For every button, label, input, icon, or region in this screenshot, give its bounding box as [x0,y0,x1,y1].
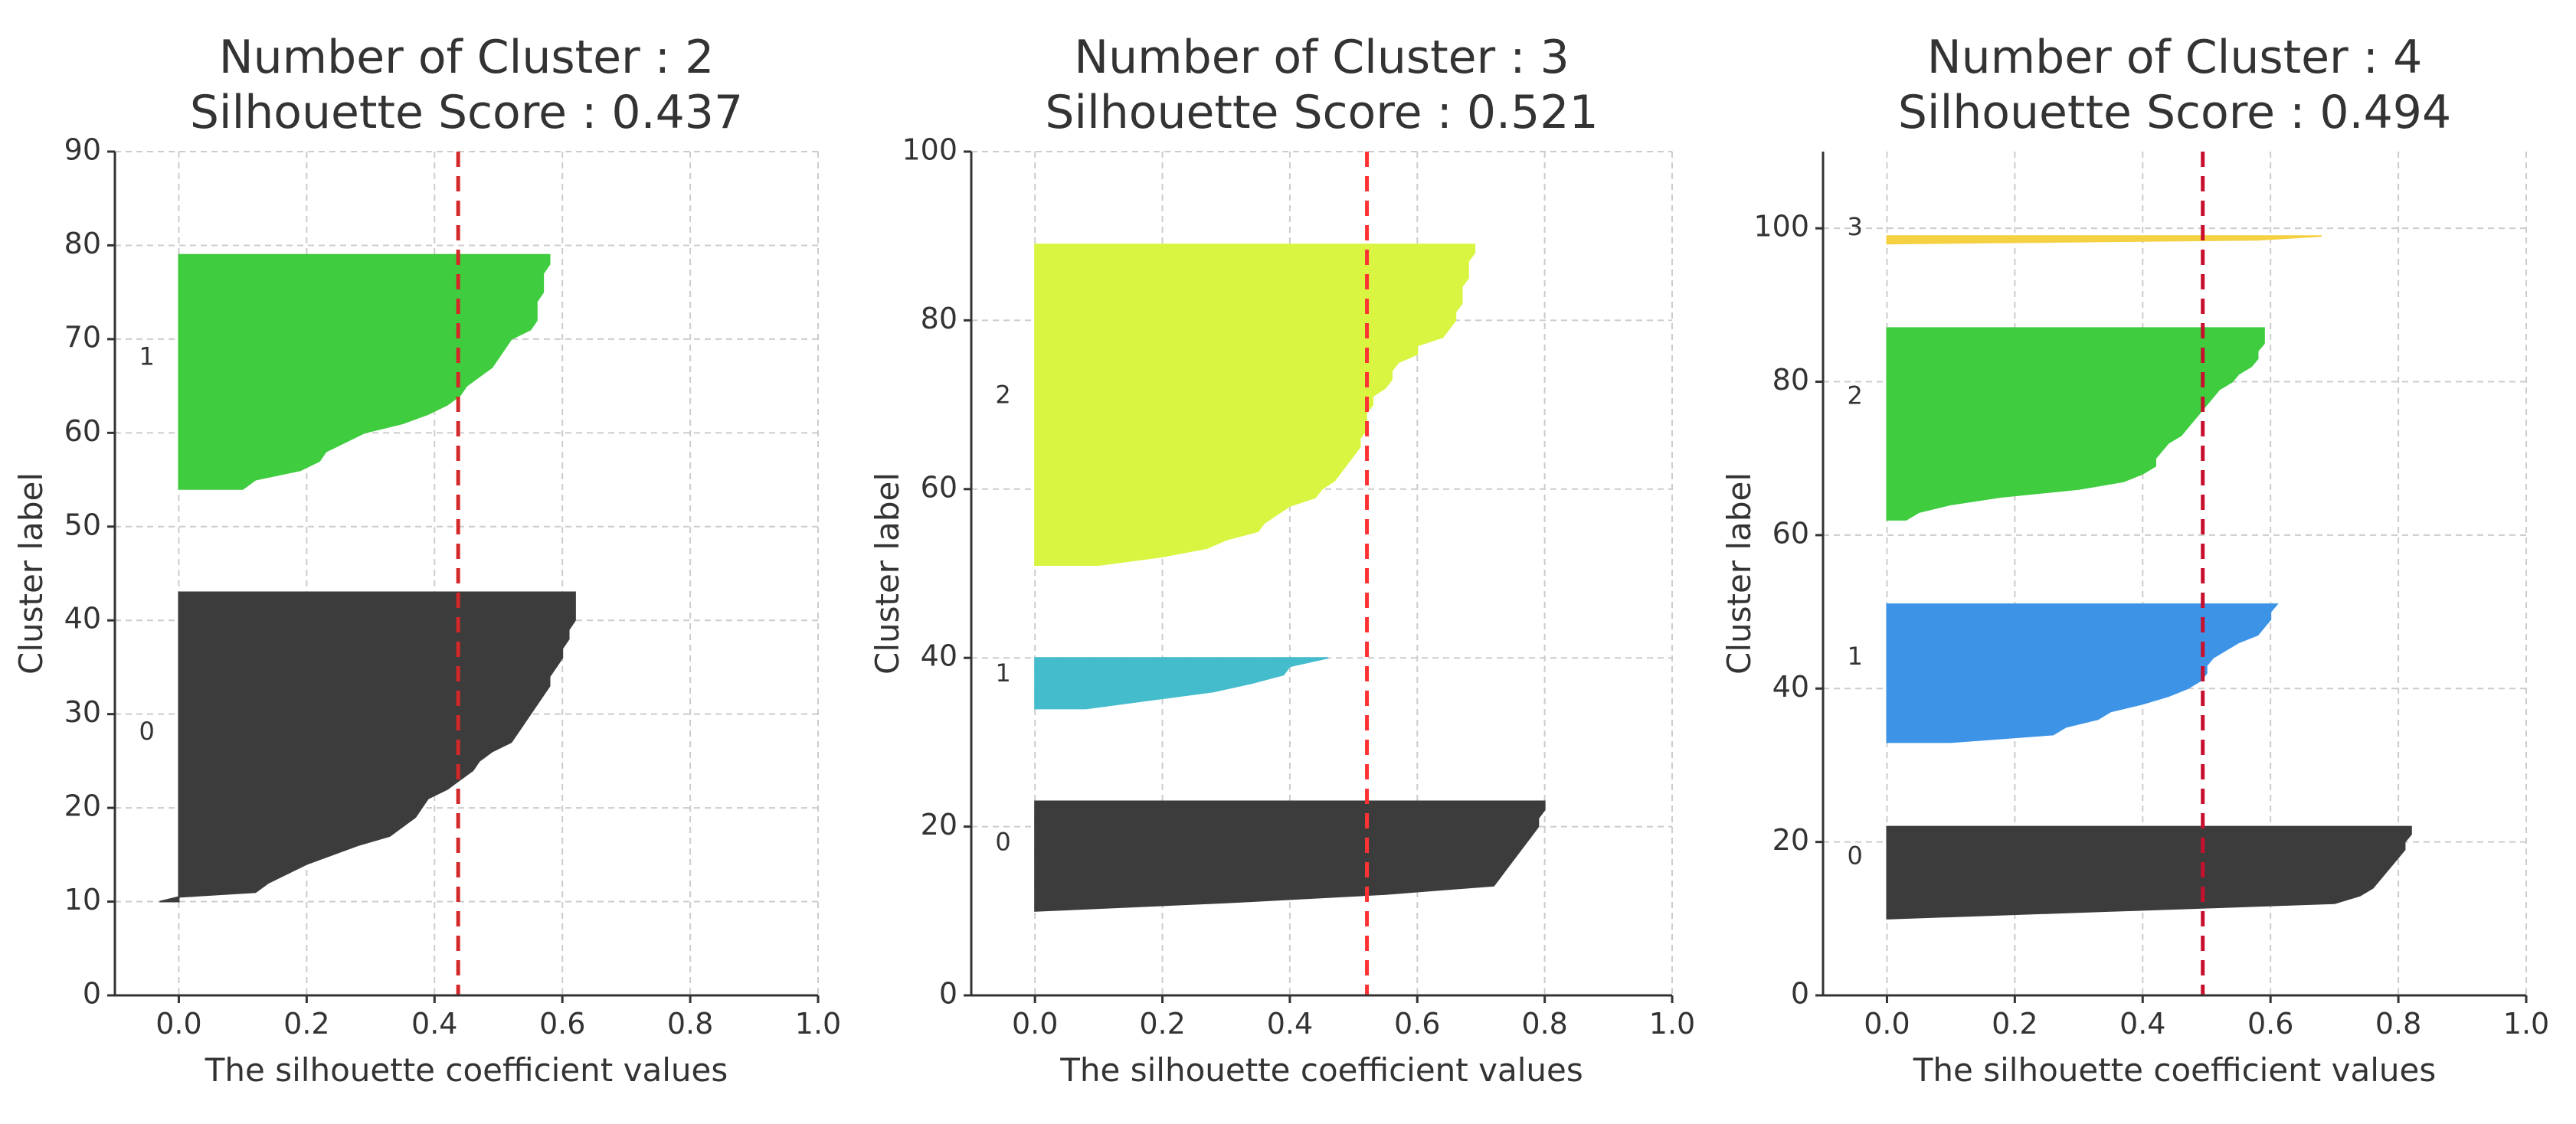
y-tick-label: 0 [1791,977,1809,1011]
y-tick-label: 20 [921,808,957,841]
x-tick-label: 0.2 [1992,1007,2038,1041]
cluster-1-silhouette [1034,657,1329,710]
subplot-title-clusters: Number of Cluster : 3 [1074,31,1569,84]
cluster-0-silhouette [159,591,576,903]
x-tick-label: 0.8 [1521,1007,1567,1041]
subplot-3: 0 1 2 3 0.0 0.2 0.4 0.6 0.8 1.0 0 20 40 60 80 100 The si… [1720,31,2549,1089]
x-tick-label: 0.2 [1139,1007,1185,1041]
y-tick-label: 10 [64,883,101,917]
x-tick-label: 0.8 [667,1007,713,1041]
x-tick-label: 0.0 [1012,1007,1058,1041]
x-tick-label: 1.0 [1649,1007,1695,1041]
y-tick-label: 20 [1772,823,1809,857]
y-tick-label: 0 [939,977,957,1011]
cluster-2-silhouette [1034,243,1476,566]
x-axis-label: The silhouette coefficient values [1059,1051,1583,1089]
x-tick-label: 0.0 [155,1007,201,1041]
y-tick-label: 40 [1772,670,1809,704]
x-tick-label: 0.0 [1864,1007,1910,1041]
y-tick-label: 80 [1772,363,1809,397]
y-axis-label: Cluster label [1720,472,1758,675]
cluster-label: 2 [995,381,1010,410]
x-axis-label: The silhouette coefficient values [1913,1051,2436,1089]
x-tick-label: 0.4 [2119,1007,2165,1041]
subplot-title-score: Silhouette Score : 0.494 [1898,86,2451,139]
cluster-1-silhouette [1886,603,2279,743]
cluster-1-silhouette [178,253,551,490]
cluster-label: 1 [1848,642,1863,671]
y-tick-label: 100 [902,133,957,167]
x-tick-label: 0.4 [411,1007,457,1041]
subplot-title-clusters: Number of Cluster : 2 [219,31,715,84]
y-tick-label: 60 [921,470,957,504]
y-tick-label: 0 [83,977,101,1011]
y-tick-label: 60 [64,414,101,448]
cluster-2-silhouette [1886,327,2265,521]
y-tick-label: 80 [921,302,957,335]
y-tick-label: 100 [1753,210,1809,243]
subplot-2: 0 1 2 0.0 0.2 0.4 0.6 0.8 1.0 0 20 40 60 80 100 The sil… [869,31,1695,1089]
y-tick-label: 90 [64,133,101,167]
cluster-3-silhouette [1886,235,2322,245]
x-tick-label: 0.6 [539,1007,585,1041]
x-tick-label: 0.2 [283,1007,329,1041]
y-tick-label: 40 [64,602,101,636]
x-tick-label: 1.0 [2503,1007,2549,1041]
y-axis-label: Cluster label [869,472,906,675]
y-axis-label: Cluster label [12,472,50,675]
cluster-label: 1 [139,341,155,371]
cluster-label: 2 [1848,381,1863,410]
subplot-1: 0 1 0.0 0.2 0.4 0.6 0.8 1.0 0 10 20 30 40 50 60 70 80 90 T… [12,31,841,1089]
subplot-title-score: Silhouette Score : 0.437 [190,86,743,139]
y-tick-label: 20 [64,789,101,823]
x-tick-label: 0.4 [1267,1007,1313,1041]
y-tick-label: 40 [921,639,957,673]
x-tick-label: 0.8 [2375,1007,2421,1041]
subplot-title-score: Silhouette Score : 0.521 [1045,86,1598,139]
x-tick-label: 0.6 [2247,1007,2293,1041]
x-tick-label: 0.6 [1394,1007,1440,1041]
cluster-label: 3 [1848,212,1863,241]
cluster-label: 0 [1848,841,1863,871]
y-tick-label: 80 [64,227,101,260]
x-tick-label: 1.0 [795,1007,841,1041]
y-tick-label: 30 [64,695,101,729]
y-tick-label: 70 [64,320,101,354]
cluster-0-silhouette [1886,825,2412,920]
cluster-label: 1 [995,658,1010,688]
x-axis-label: The silhouette coefficient values [205,1051,728,1089]
cluster-0-silhouette [1034,800,1546,912]
subplot-title-clusters: Number of Cluster : 4 [1927,31,2423,84]
cluster-label: 0 [995,828,1010,857]
cluster-label: 0 [139,717,155,746]
y-tick-label: 50 [64,508,101,541]
y-tick-label: 60 [1772,516,1809,550]
